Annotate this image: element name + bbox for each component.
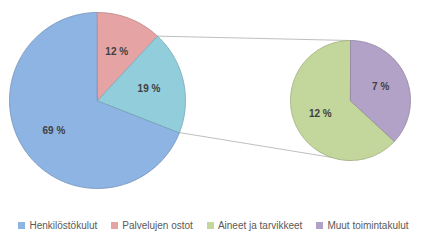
svg-text:19 %: 19 % xyxy=(138,83,161,94)
svg-text:12 %: 12 % xyxy=(105,46,128,57)
svg-text:69 %: 69 % xyxy=(43,125,66,136)
html-text:Henkilöstökulut: Henkilöstökulut xyxy=(29,219,98,231)
html-text:Aineet ja tarvikkeet: Aineet ja tarvikkeet xyxy=(217,219,303,231)
html-text:Muut toimintakulut: Muut toimintakulut xyxy=(327,219,409,231)
svg-text:12 %: 12 % xyxy=(309,108,332,119)
html-text:Palvelujen ostot: Palvelujen ostot xyxy=(122,219,193,231)
svg-text:7 %: 7 % xyxy=(372,81,389,92)
